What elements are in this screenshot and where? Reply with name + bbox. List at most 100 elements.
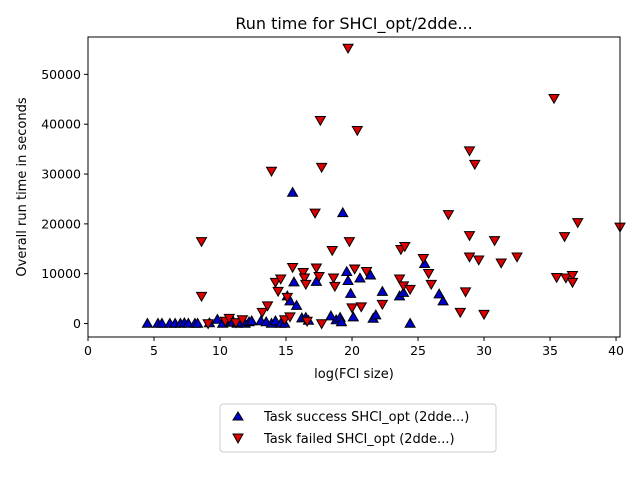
failed-point	[566, 277, 579, 289]
failed-point	[326, 246, 339, 257]
success-point	[288, 276, 300, 287]
failed-point	[468, 159, 481, 171]
failed-point	[463, 146, 476, 157]
failed-point	[327, 273, 340, 284]
failed-point	[346, 303, 358, 314]
failed-point	[558, 232, 571, 243]
failed-point	[442, 210, 455, 221]
failed-point	[315, 162, 328, 174]
failed-point	[376, 299, 389, 311]
failed-point	[463, 252, 476, 263]
success-point	[369, 309, 382, 320]
failed-point	[571, 218, 584, 229]
success-point	[290, 299, 303, 310]
failed-point	[272, 286, 284, 298]
failed-point	[463, 231, 476, 242]
success-point	[404, 317, 416, 328]
failed-point	[202, 319, 214, 330]
failed-point	[422, 268, 435, 280]
legend-marker-failed	[232, 433, 244, 445]
x-tick-label: 40	[608, 343, 624, 358]
failed-point	[351, 125, 364, 137]
failed-point	[269, 277, 282, 289]
failed-point	[488, 236, 501, 247]
failed-point	[299, 279, 312, 291]
failed-point	[417, 254, 430, 265]
success-point	[347, 311, 360, 322]
failed-point	[425, 279, 438, 291]
failed-point	[314, 115, 327, 127]
failed-point	[342, 43, 354, 54]
y-tick-label: 40000	[41, 117, 81, 132]
failed-point	[459, 287, 472, 298]
failed-point	[298, 273, 311, 284]
failed-point	[229, 318, 242, 329]
success-point	[325, 310, 337, 321]
failed-point	[265, 166, 278, 178]
success-point	[437, 295, 449, 306]
success-point	[340, 265, 353, 276]
x-tick-label: 25	[410, 343, 426, 358]
failed-point	[472, 255, 485, 266]
failed-point	[286, 262, 299, 274]
y-axis-ticks: 0 10000 20000 30000 40000 50000	[41, 67, 88, 331]
success-point	[344, 287, 357, 298]
x-tick-label: 30	[476, 343, 492, 358]
failed-point	[478, 309, 490, 321]
failed-point	[398, 242, 411, 253]
failed-point	[256, 307, 269, 319]
failed-point	[278, 315, 291, 326]
legend-marker-success	[232, 411, 244, 421]
success-point	[336, 206, 349, 218]
y-tick-label: 20000	[41, 216, 81, 231]
success-point	[141, 317, 154, 328]
failed-point	[284, 312, 296, 323]
legend-label-success: Task success SHCI_opt (2dde...)	[263, 410, 469, 425]
failed-point	[566, 270, 579, 282]
y-tick-label: 30000	[41, 167, 81, 182]
failed-point	[309, 208, 321, 219]
x-tick-label: 0	[84, 343, 92, 358]
failed-point	[297, 267, 310, 279]
failed-point	[348, 264, 361, 275]
success-point	[191, 317, 204, 328]
failed-point	[310, 263, 323, 274]
x-tick-label: 5	[150, 343, 158, 358]
y-tick-label: 0	[73, 316, 81, 331]
legend-box	[219, 403, 497, 453]
chart-title: Run time for SHCI_opt/2dde...	[235, 14, 472, 34]
failed-point	[454, 307, 467, 319]
y-axis-label: Overall run time in seconds	[15, 97, 30, 276]
success-point	[376, 285, 389, 296]
success-point	[342, 274, 354, 285]
x-tick-label: 20	[344, 343, 360, 358]
success-point	[418, 257, 431, 268]
success-point	[354, 272, 366, 283]
x-axis-ticks: 0 5 10 15 20 25 30 35 40	[84, 337, 624, 358]
x-tick-label: 15	[278, 343, 294, 358]
legend: Task success SHCI_opt (2dde...) Task fai…	[219, 403, 497, 453]
failed-point	[236, 315, 249, 326]
failed-point	[393, 274, 406, 285]
failed-point	[195, 291, 208, 303]
failed-point	[313, 271, 325, 283]
failed-point	[548, 94, 560, 105]
plot-frame	[87, 36, 621, 338]
legend-label-failed: Task failed SHCI_opt (2dde...)	[263, 432, 455, 447]
failed-point	[281, 292, 294, 304]
x-tick-label: 10	[212, 343, 228, 358]
failed-point	[343, 237, 356, 248]
failed-point	[495, 258, 508, 269]
success-point	[397, 286, 410, 297]
y-tick-label: 10000	[41, 266, 81, 281]
failed-point	[550, 272, 563, 284]
failed-point	[511, 252, 523, 263]
failed-point	[301, 316, 313, 328]
y-tick-label: 50000	[41, 67, 81, 82]
x-tick-label: 35	[542, 343, 558, 358]
failed-point	[404, 284, 416, 296]
failed-point	[360, 266, 373, 278]
success-point	[433, 288, 446, 299]
x-axis-label: log(FCI size)	[314, 367, 394, 382]
